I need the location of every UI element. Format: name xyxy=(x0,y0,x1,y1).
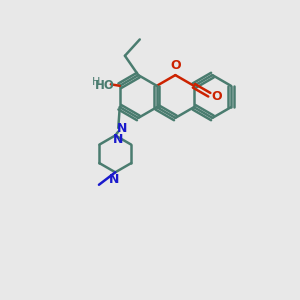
Text: H: H xyxy=(92,77,100,87)
Text: N: N xyxy=(117,122,128,134)
Text: O: O xyxy=(212,90,222,103)
Text: N: N xyxy=(109,173,119,186)
Text: HO: HO xyxy=(94,79,114,92)
Text: O: O xyxy=(170,58,181,71)
Text: N: N xyxy=(113,133,124,146)
